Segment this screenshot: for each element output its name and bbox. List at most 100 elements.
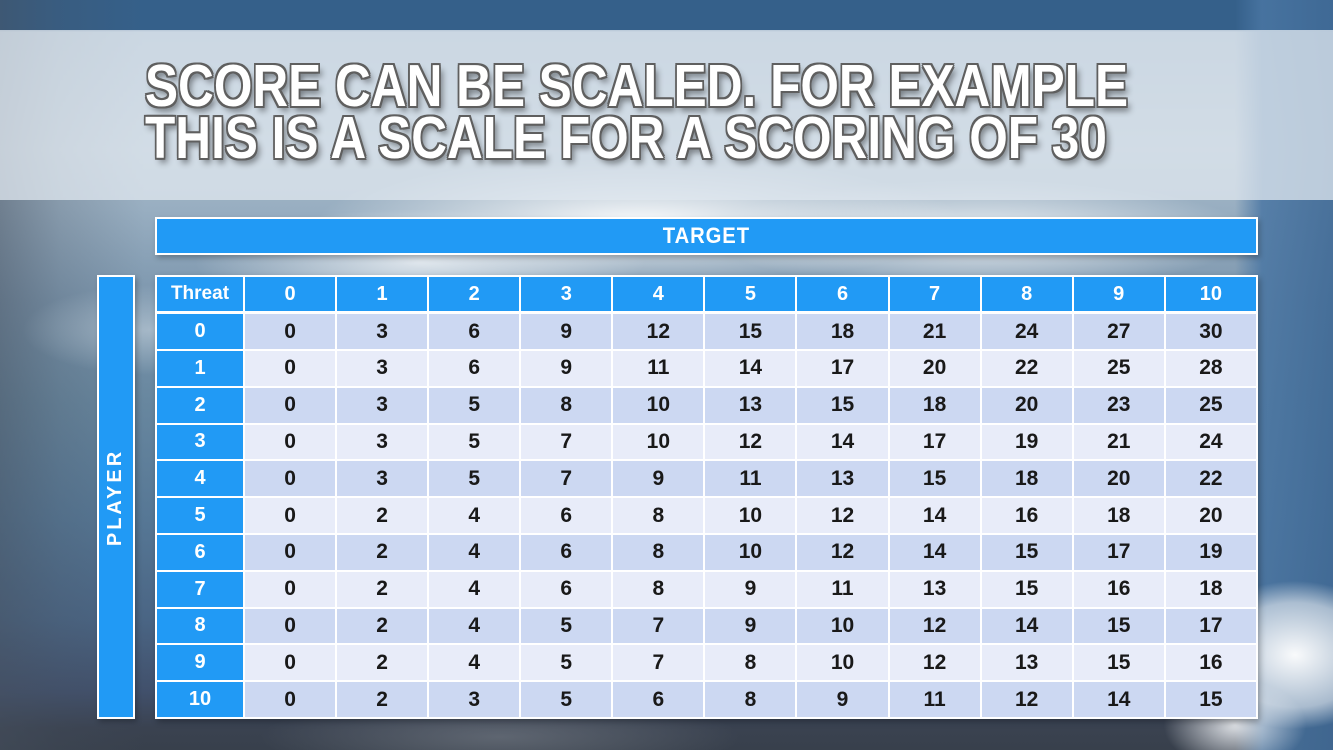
score-cell: 3 <box>335 349 430 388</box>
table-row: 3 0 3 5 7 10 12 14 17 19 21 24 <box>155 422 1259 462</box>
score-cell: 15 <box>887 459 982 499</box>
score-cell: 21 <box>1071 422 1166 462</box>
score-cell: 9 <box>519 349 614 388</box>
score-table: Threat 0 1 2 3 4 5 6 7 8 9 10 0 0 3 6 9 12 15 18 21 24 27 30 1 0… <box>155 275 1259 719</box>
score-cell: 25 <box>1071 349 1166 388</box>
target-col-header: 5 <box>703 275 798 314</box>
score-cell: 12 <box>795 496 890 535</box>
score-cell: 2 <box>335 606 430 646</box>
score-cell: 3 <box>427 680 522 719</box>
score-cell: 0 <box>242 349 338 388</box>
score-cell: 10 <box>611 422 706 462</box>
threat-row-header: 7 <box>155 569 245 609</box>
threat-row-header: 4 <box>155 459 245 499</box>
score-cell: 9 <box>611 459 706 499</box>
score-cell: 5 <box>519 606 614 646</box>
score-cell: 9 <box>795 680 890 719</box>
score-cell: 8 <box>703 680 798 719</box>
score-cell: 13 <box>887 569 982 609</box>
score-cell: 5 <box>427 422 522 462</box>
table-row: 8 0 2 4 5 7 9 10 12 14 15 17 <box>155 606 1259 646</box>
score-cell: 27 <box>1071 311 1166 351</box>
table-body: 0 0 3 6 9 12 15 18 21 24 27 30 1 0 3 6 9 11 14 17 20 22 25 28 2 0… <box>155 311 1259 719</box>
score-cell: 2 <box>335 680 430 719</box>
player-axis-label: PLAYER <box>104 448 127 546</box>
score-cell: 7 <box>611 606 706 646</box>
score-cell: 4 <box>427 569 522 609</box>
score-cell: 2 <box>335 569 430 609</box>
table-row: 6 0 2 4 6 8 10 12 14 15 17 19 <box>155 532 1259 572</box>
target-col-header: 8 <box>979 275 1074 314</box>
score-cell: 12 <box>611 311 706 351</box>
score-cell: 8 <box>611 532 706 572</box>
score-cell: 13 <box>795 459 890 499</box>
score-cell: 20 <box>1071 459 1166 499</box>
score-cell: 0 <box>242 422 338 462</box>
score-cell: 6 <box>519 532 614 572</box>
score-cell: 0 <box>242 643 338 683</box>
threat-row-header: 6 <box>155 532 245 572</box>
score-cell: 12 <box>703 422 798 462</box>
score-cell: 15 <box>1071 606 1166 646</box>
score-cell: 28 <box>1163 349 1259 388</box>
title-line-1: SCORE CAN BE SCALED. FOR EXAMPLE <box>145 53 1129 119</box>
score-cell: 15 <box>1163 680 1259 719</box>
score-cell: 14 <box>1071 680 1166 719</box>
title-line-2: THIS IS A SCALE FOR A SCORING OF 30 <box>145 105 1107 171</box>
score-cell: 16 <box>1071 569 1166 609</box>
score-cell: 14 <box>979 606 1074 646</box>
player-axis-bar: PLAYER <box>97 275 135 719</box>
score-cell: 12 <box>795 532 890 572</box>
score-cell: 12 <box>887 606 982 646</box>
score-cell: 7 <box>611 643 706 683</box>
score-cell: 3 <box>335 422 430 462</box>
score-cell: 0 <box>242 385 338 425</box>
score-cell: 8 <box>611 496 706 535</box>
score-cell: 6 <box>519 496 614 535</box>
table-row: 0 0 3 6 9 12 15 18 21 24 27 30 <box>155 311 1259 351</box>
score-cell: 0 <box>242 532 338 572</box>
score-cell: 18 <box>887 385 982 425</box>
score-cell: 6 <box>427 349 522 388</box>
score-cell: 19 <box>1163 532 1259 572</box>
score-cell: 4 <box>427 496 522 535</box>
score-cell: 24 <box>979 311 1074 351</box>
threat-row-header: 10 <box>155 680 245 719</box>
score-cell: 15 <box>979 569 1074 609</box>
score-cell: 11 <box>703 459 798 499</box>
score-cell: 24 <box>1163 422 1259 462</box>
score-cell: 2 <box>335 496 430 535</box>
score-cell: 7 <box>519 459 614 499</box>
score-cell: 11 <box>795 569 890 609</box>
target-col-header: 4 <box>611 275 706 314</box>
score-cell: 15 <box>795 385 890 425</box>
score-cell: 18 <box>795 311 890 351</box>
target-axis-label: TARGET <box>662 223 751 248</box>
score-cell: 13 <box>979 643 1074 683</box>
score-cell: 8 <box>519 385 614 425</box>
score-cell: 10 <box>703 532 798 572</box>
target-axis-bar: TARGET <box>155 217 1258 255</box>
threat-row-header: 0 <box>155 311 245 351</box>
score-cell: 5 <box>519 680 614 719</box>
target-col-header: 7 <box>887 275 982 314</box>
table-row: 2 0 3 5 8 10 13 15 18 20 23 25 <box>155 385 1259 425</box>
score-cell: 14 <box>703 349 798 388</box>
score-cell: 0 <box>242 569 338 609</box>
table-row: 10 0 2 3 5 6 8 9 11 12 14 15 <box>155 680 1259 719</box>
target-col-header: 3 <box>519 275 614 314</box>
score-cell: 15 <box>1071 643 1166 683</box>
score-cell: 25 <box>1163 385 1259 425</box>
score-cell: 17 <box>887 422 982 462</box>
score-cell: 0 <box>242 496 338 535</box>
score-cell: 10 <box>795 606 890 646</box>
score-cell: 20 <box>887 349 982 388</box>
score-cell: 22 <box>1163 459 1259 499</box>
target-col-header: 1 <box>335 275 430 314</box>
score-cell: 6 <box>611 680 706 719</box>
threat-row-header: 9 <box>155 643 245 683</box>
score-cell: 10 <box>611 385 706 425</box>
threat-row-header: 3 <box>155 422 245 462</box>
score-cell: 3 <box>335 311 430 351</box>
score-cell: 17 <box>1071 532 1166 572</box>
